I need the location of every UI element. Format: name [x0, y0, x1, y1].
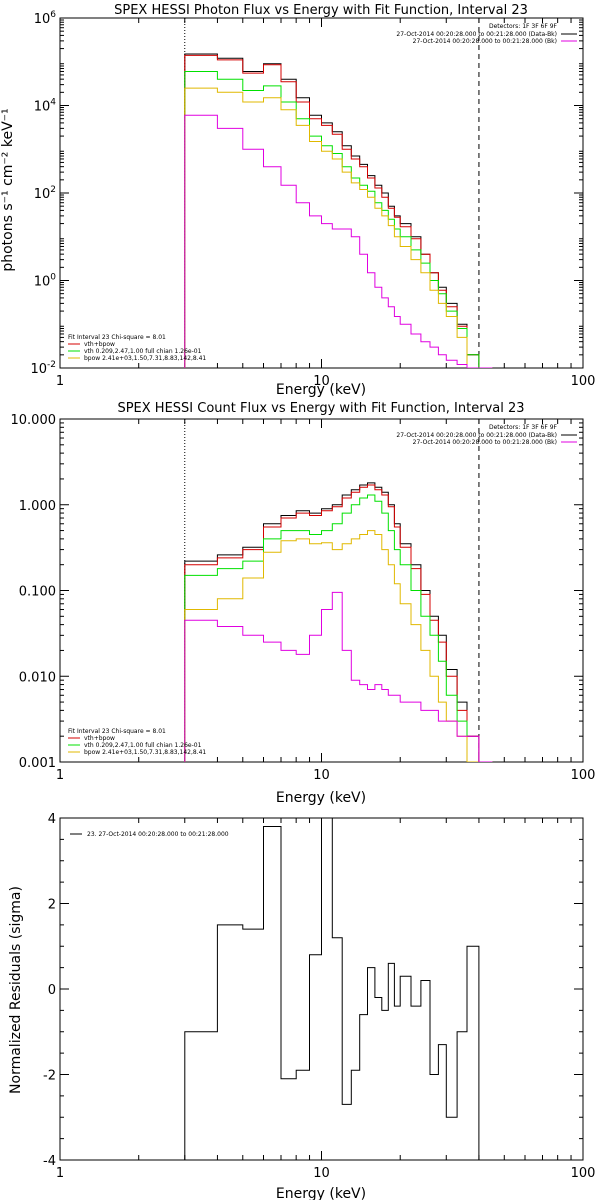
count-flux-series-group — [184, 482, 493, 762]
count-flux-series-sum — [184, 484, 493, 762]
residuals-ytick-label: 4 — [48, 812, 56, 827]
photon-flux-ytick-label: 102 — [34, 185, 56, 202]
count-flux-title: SPEX HESSI Count Flux vs Energy with Fit… — [117, 401, 524, 416]
count-flux-xlabel: Energy (keV) — [276, 790, 366, 806]
photon-flux-ytick-label: 100 — [34, 273, 57, 290]
count-flux-ytick-label: 0.010 — [19, 670, 56, 685]
photon-flux-fit-item: vth+bpow — [84, 341, 115, 348]
count-flux-series-bkg — [184, 591, 493, 762]
photon-flux-series-bpow — [184, 87, 479, 368]
count-flux-legend-item: 27-Oct-2014 00:20:28.000 to 00:21:28.000… — [396, 432, 557, 439]
count-flux-xtick-label: 100 — [571, 768, 596, 783]
count-flux-fit-header: Fit Interval 23 Chi-square = 8.01 — [68, 728, 166, 735]
photon-flux-xtick-label: 10 — [313, 374, 330, 389]
photon-flux-xtick-label: 1 — [56, 374, 64, 389]
photon-flux-legend-header: Detectors: 1F 3F 6F 9F — [489, 23, 558, 30]
photon-flux-fit-item: vth 0.209,2.47,1.00 full chian 1.26e-01 — [84, 348, 202, 355]
count-flux-legend-item: 27-Oct-2014 00:20:28.000 to 00:21:28.000… — [413, 439, 557, 446]
photon-flux-title: SPEX HESSI Photon Flux vs Energy with Fi… — [114, 3, 528, 18]
photon-flux-series-group — [184, 53, 493, 368]
count-flux-fit-item: bpow 2.41e+03,1.50,7.31,8.83,142,8.41 — [84, 749, 206, 756]
count-flux-legend-header: Detectors: 1F 3F 6F 9F — [489, 424, 558, 431]
photon-flux-legend-item: 27-Oct-2014 00:20:28.000 to 00:21:28.000… — [396, 31, 557, 38]
photon-flux-ytick-label: 104 — [34, 98, 57, 115]
count-flux-series-vth — [184, 494, 479, 762]
count-flux-panel: SPEX HESSI Count Flux vs Energy with Fit… — [11, 401, 596, 806]
count-flux-fit-item: vth+bpow — [84, 735, 115, 742]
residuals-ytick-label: 2 — [48, 898, 56, 913]
residuals-xlabel: Energy (keV) — [276, 1186, 366, 1200]
residuals-legend-item: 23. 27-Oct-2014 00:20:28.000 to 00:21:28… — [87, 831, 229, 838]
photon-flux-series-vth — [184, 71, 480, 368]
count-flux-ytick-label: 0.100 — [19, 585, 56, 600]
photon-flux-panel: SPEX HESSI Photon Flux vs Energy with Fi… — [0, 3, 595, 398]
photon-flux-fit-item: bpow 2.41e+03,1.50,7.31,8.83,142,8.41 — [84, 355, 206, 362]
photon-flux-series-total — [184, 53, 493, 368]
residuals-series-total — [184, 818, 480, 1160]
count-flux-frame — [59, 418, 584, 763]
photon-flux-ytick-label: 106 — [34, 10, 57, 27]
photon-flux-ytick-label: 10-2 — [30, 360, 56, 377]
photon-flux-xtick-label: 100 — [571, 374, 596, 389]
count-flux-ytick-label: 0.001 — [19, 756, 56, 771]
photon-flux-series-bkg — [184, 114, 493, 368]
residuals-xtick-label: 100 — [571, 1166, 596, 1181]
photon-flux-frame — [59, 17, 584, 369]
residuals-xtick-label: 10 — [313, 1166, 330, 1181]
photon-flux-fit-header: Fit Interval 23 Chi-square = 8.01 — [68, 334, 166, 341]
count-flux-xtick-label: 1 — [56, 768, 64, 783]
count-flux-ytick-label: 10.000 — [11, 413, 57, 428]
residuals-panel: Energy (keV) Normalized Residuals (sigma… — [8, 812, 595, 1200]
photon-flux-xlabel: Energy (keV) — [276, 382, 366, 398]
residuals-xtick-label: 1 — [56, 1166, 64, 1181]
count-flux-fit-item: vth 0.209,2.47,1.00 full chian 1.26e-01 — [84, 742, 202, 749]
residuals-ytick-label: 0 — [48, 983, 56, 998]
residuals-series-group — [184, 818, 480, 1160]
residuals-ylabel: Normalized Residuals (sigma) — [8, 886, 24, 1094]
photon-flux-series-sum — [184, 54, 493, 368]
residuals-ytick-label: -4 — [43, 1154, 56, 1169]
photon-flux-legend-item: 27-Oct-2014 00:20:28.000 to 00:21:28.000… — [413, 38, 557, 45]
count-flux-ytick-label: 1.000 — [19, 499, 56, 514]
photon-flux-ylabel: photons s⁻¹ cm⁻² keV⁻¹ — [0, 108, 16, 271]
count-flux-series-bpow — [184, 530, 493, 762]
count-flux-xtick-label: 10 — [313, 768, 330, 783]
residuals-ytick-label: -2 — [43, 1069, 56, 1084]
